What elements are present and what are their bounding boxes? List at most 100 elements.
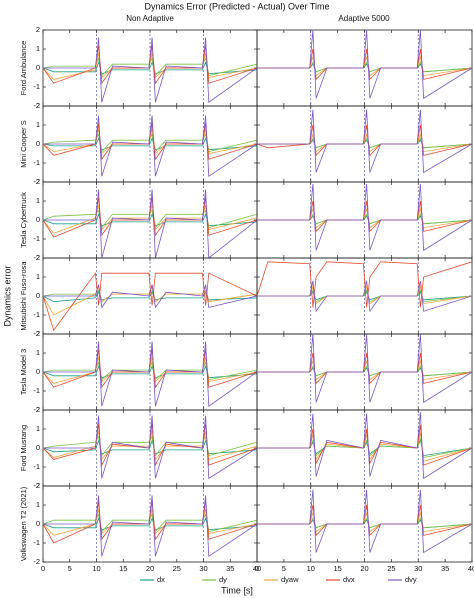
x-tick-label: 40 bbox=[468, 564, 474, 573]
y-tick-label: 1 bbox=[36, 196, 40, 205]
legend-label: dx bbox=[157, 575, 165, 584]
y-tick-label: -1 bbox=[33, 82, 40, 91]
x-tick-label: 15 bbox=[333, 564, 341, 573]
x-tick-label: 15 bbox=[119, 564, 127, 573]
y-tick-label: -1 bbox=[33, 158, 40, 167]
x-tick-label: 35 bbox=[441, 564, 449, 573]
y-tick-label: -2 bbox=[33, 101, 40, 110]
panel-lines bbox=[257, 261, 472, 313]
row-label: Mini Cooper S bbox=[19, 120, 28, 168]
x-tick-label: 25 bbox=[173, 564, 181, 573]
series-line bbox=[257, 489, 472, 554]
series-line bbox=[43, 272, 257, 332]
series-line bbox=[43, 115, 257, 178]
y-tick-label: 0 bbox=[36, 63, 40, 72]
y-tick-label: 2 bbox=[36, 101, 40, 110]
y-tick-label: -1 bbox=[33, 310, 40, 319]
series-line bbox=[43, 212, 257, 227]
y-tick-label: 0 bbox=[36, 367, 40, 376]
row-label: Ford Mustang bbox=[19, 425, 28, 471]
series-line bbox=[43, 137, 257, 151]
y-tick-label: 0 bbox=[36, 291, 40, 300]
y-tick-label: -2 bbox=[33, 329, 40, 338]
legend-label: dvx bbox=[343, 575, 355, 584]
y-tick-label: -2 bbox=[33, 557, 40, 566]
panel-lines bbox=[43, 37, 257, 103]
x-tick-label: 5 bbox=[282, 564, 286, 573]
x-tick-label: 30 bbox=[414, 564, 422, 573]
y-tick-label: 0 bbox=[36, 139, 40, 148]
legend-label: dyaw bbox=[281, 575, 299, 584]
series-line bbox=[43, 284, 257, 309]
panel-lines bbox=[257, 30, 472, 100]
row-label: Tesla Model 3 bbox=[19, 349, 28, 395]
y-tick-label: 1 bbox=[36, 272, 40, 281]
series-line bbox=[257, 183, 472, 252]
x-tick-label: 35 bbox=[226, 564, 234, 573]
series-line bbox=[43, 438, 257, 455]
y-tick-label: -2 bbox=[33, 253, 40, 262]
series-line bbox=[43, 60, 257, 75]
series-line bbox=[43, 291, 257, 303]
y-axis-label: Dynamics error bbox=[2, 265, 12, 326]
column-title: Non Adaptive bbox=[126, 14, 174, 23]
y-tick-label: 2 bbox=[36, 329, 40, 338]
series-line bbox=[257, 411, 472, 480]
y-tick-label: 1 bbox=[36, 120, 40, 129]
row-label: Tesla Cybertruck bbox=[19, 192, 28, 248]
y-tick-label: 1 bbox=[36, 424, 40, 433]
panel-lines bbox=[257, 334, 472, 404]
panel-lines bbox=[43, 189, 257, 258]
series-line bbox=[43, 37, 257, 103]
series-line bbox=[43, 415, 257, 480]
series-line bbox=[257, 261, 472, 308]
y-tick-label: -2 bbox=[33, 481, 40, 490]
y-tick-label: -1 bbox=[33, 234, 40, 243]
x-tick-label: 25 bbox=[387, 564, 395, 573]
legend-label: dy bbox=[219, 575, 227, 584]
y-tick-label: 2 bbox=[36, 481, 40, 490]
y-tick-label: -2 bbox=[33, 177, 40, 186]
series-line bbox=[257, 109, 472, 174]
x-tick-label: 0 bbox=[41, 564, 45, 573]
series-line bbox=[43, 495, 257, 558]
x-tick-label: 30 bbox=[199, 564, 207, 573]
y-tick-label: 2 bbox=[36, 25, 40, 34]
y-tick-label: 1 bbox=[36, 44, 40, 53]
x-tick-label: 5 bbox=[68, 564, 72, 573]
panel-lines bbox=[257, 109, 472, 174]
y-tick-label: 0 bbox=[36, 519, 40, 528]
row-label: Mitsubishi Fuso-rosa bbox=[19, 261, 28, 331]
row-label: Ford Ambulance bbox=[19, 41, 28, 96]
column-title: Adaptive 5000 bbox=[338, 14, 390, 23]
series-line bbox=[43, 189, 257, 258]
y-tick-label: 2 bbox=[36, 253, 40, 262]
y-tick-label: 2 bbox=[36, 177, 40, 186]
y-tick-label: -2 bbox=[33, 405, 40, 414]
panel-lines bbox=[257, 183, 472, 252]
series-line bbox=[43, 341, 257, 407]
y-tick-label: -1 bbox=[33, 538, 40, 547]
y-tick-label: 1 bbox=[36, 348, 40, 357]
x-tick-label: 10 bbox=[307, 564, 315, 573]
y-tick-label: 2 bbox=[36, 405, 40, 414]
x-tick-label: 20 bbox=[360, 564, 368, 573]
series-line bbox=[257, 30, 472, 100]
x-tick-label: 40 bbox=[253, 564, 261, 573]
x-axis-label: Time [s] bbox=[221, 585, 253, 595]
y-tick-label: 0 bbox=[36, 443, 40, 452]
series-line bbox=[257, 334, 472, 404]
series-line bbox=[43, 364, 257, 379]
y-tick-label: -1 bbox=[33, 462, 40, 471]
panel-lines bbox=[43, 495, 257, 558]
y-tick-label: -1 bbox=[33, 386, 40, 395]
legend-label: dvy bbox=[405, 575, 417, 584]
panel-lines bbox=[43, 272, 257, 332]
y-tick-label: 0 bbox=[36, 215, 40, 224]
x-tick-label: 10 bbox=[92, 564, 100, 573]
panel-lines bbox=[43, 115, 257, 178]
x-tick-label: 20 bbox=[146, 564, 154, 573]
y-tick-label: 1 bbox=[36, 500, 40, 509]
panel-lines bbox=[43, 341, 257, 407]
